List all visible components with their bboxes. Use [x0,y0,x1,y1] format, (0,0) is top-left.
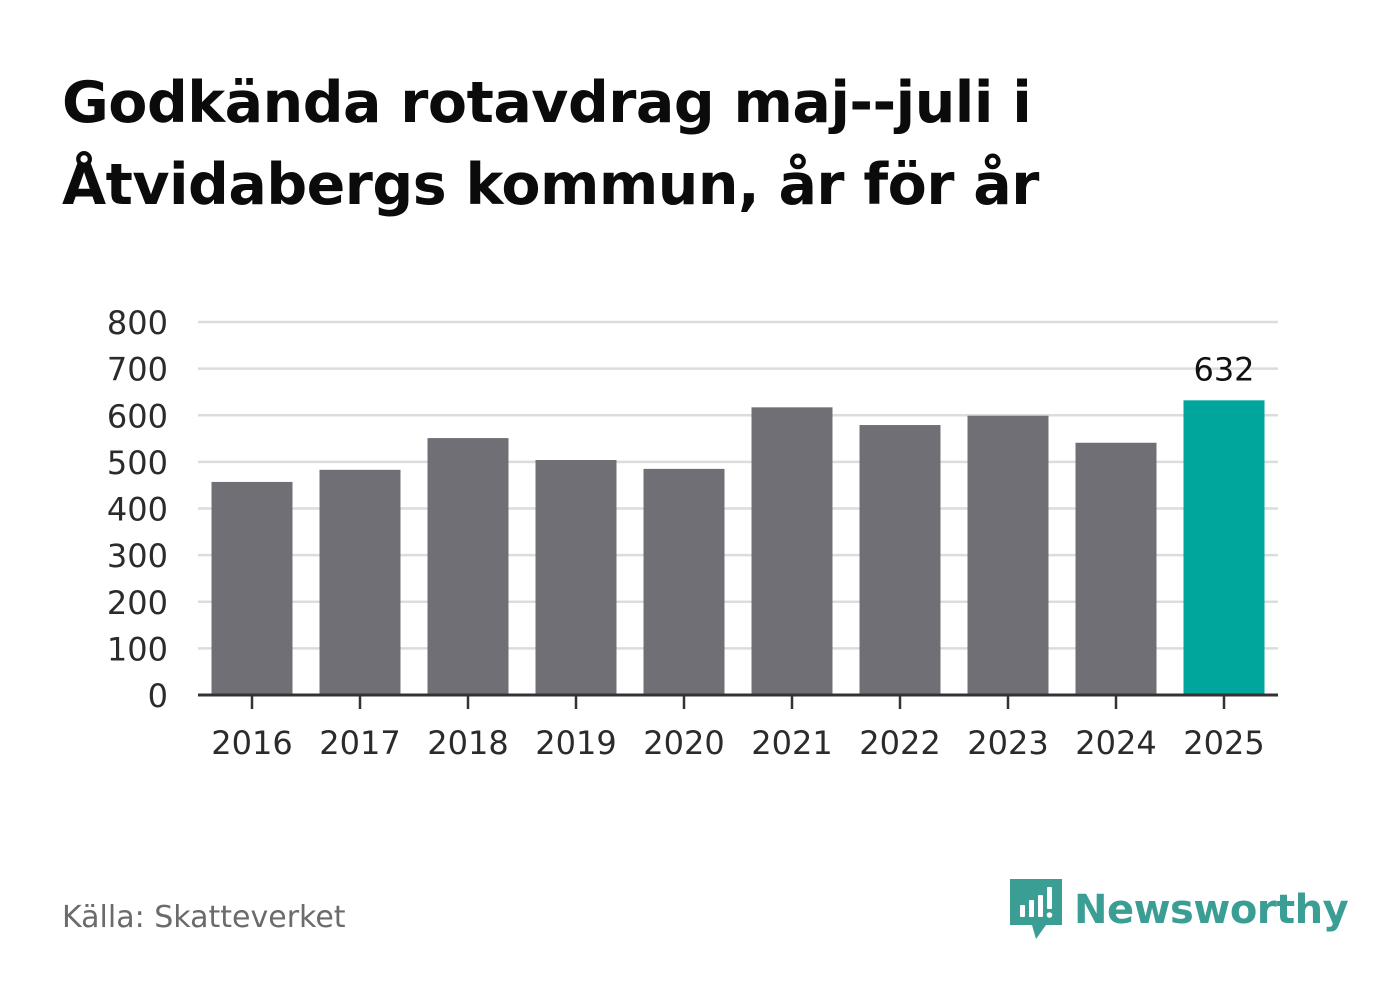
x-tick-label: 2025 [1183,724,1264,762]
bar-2023 [967,415,1049,695]
data-label-2025: 632 [1193,350,1254,388]
chart-title-line-1: Godkända rotavdrag maj--juli i [62,70,1032,136]
bar-2020 [643,468,725,695]
x-axis: 2016 2017 2018 2019 2020 2021 2022 2023 2024 2025 [198,693,1278,762]
x-tick-label: 2016 [211,724,292,762]
y-axis-tick-labels: 0 100 200 300 400 500 600 700 800 [107,304,168,715]
bar-2016 [211,481,293,695]
x-tick-label: 2020 [643,724,724,762]
y-tick-label: 500 [107,444,168,482]
bar-2024 [1075,442,1157,695]
y-tick-label: 600 [107,397,168,435]
data-labels: 632 [1193,350,1254,388]
bar-2019 [535,460,617,695]
bar-2018 [427,438,509,695]
bar-2021 [751,407,833,695]
chart-title-line-2: Åtvidabergs kommun, år för år [62,152,1039,218]
y-tick-label: 300 [107,537,168,575]
y-tick-label: 700 [107,351,168,389]
x-tick-label: 2022 [859,724,940,762]
y-tick-label: 100 [107,630,168,668]
brand: Newsworthy [1010,878,1349,942]
bar-2022 [859,425,941,695]
newsworthy-logo-icon [1010,879,1062,939]
brand-name: Newsworthy [1074,887,1349,933]
bar-2025 [1183,400,1265,695]
x-tick-label: 2018 [427,724,508,762]
source-note: Källa: Skatteverket [62,900,346,935]
y-tick-label: 200 [107,584,168,622]
x-tick-label: 2019 [535,724,616,762]
bar-2017 [319,469,401,695]
y-tick-label: 800 [107,304,168,342]
chart-title: Godkända rotavdrag maj--juli i Åtvidaber… [62,62,1162,226]
y-tick-label: 400 [107,491,168,529]
x-tick-label: 2017 [319,724,400,762]
x-tick-label: 2024 [1075,724,1156,762]
x-tick-label: 2023 [967,724,1048,762]
bars [211,400,1265,695]
x-tick-label: 2021 [751,724,832,762]
y-tick-label: 0 [148,677,168,715]
